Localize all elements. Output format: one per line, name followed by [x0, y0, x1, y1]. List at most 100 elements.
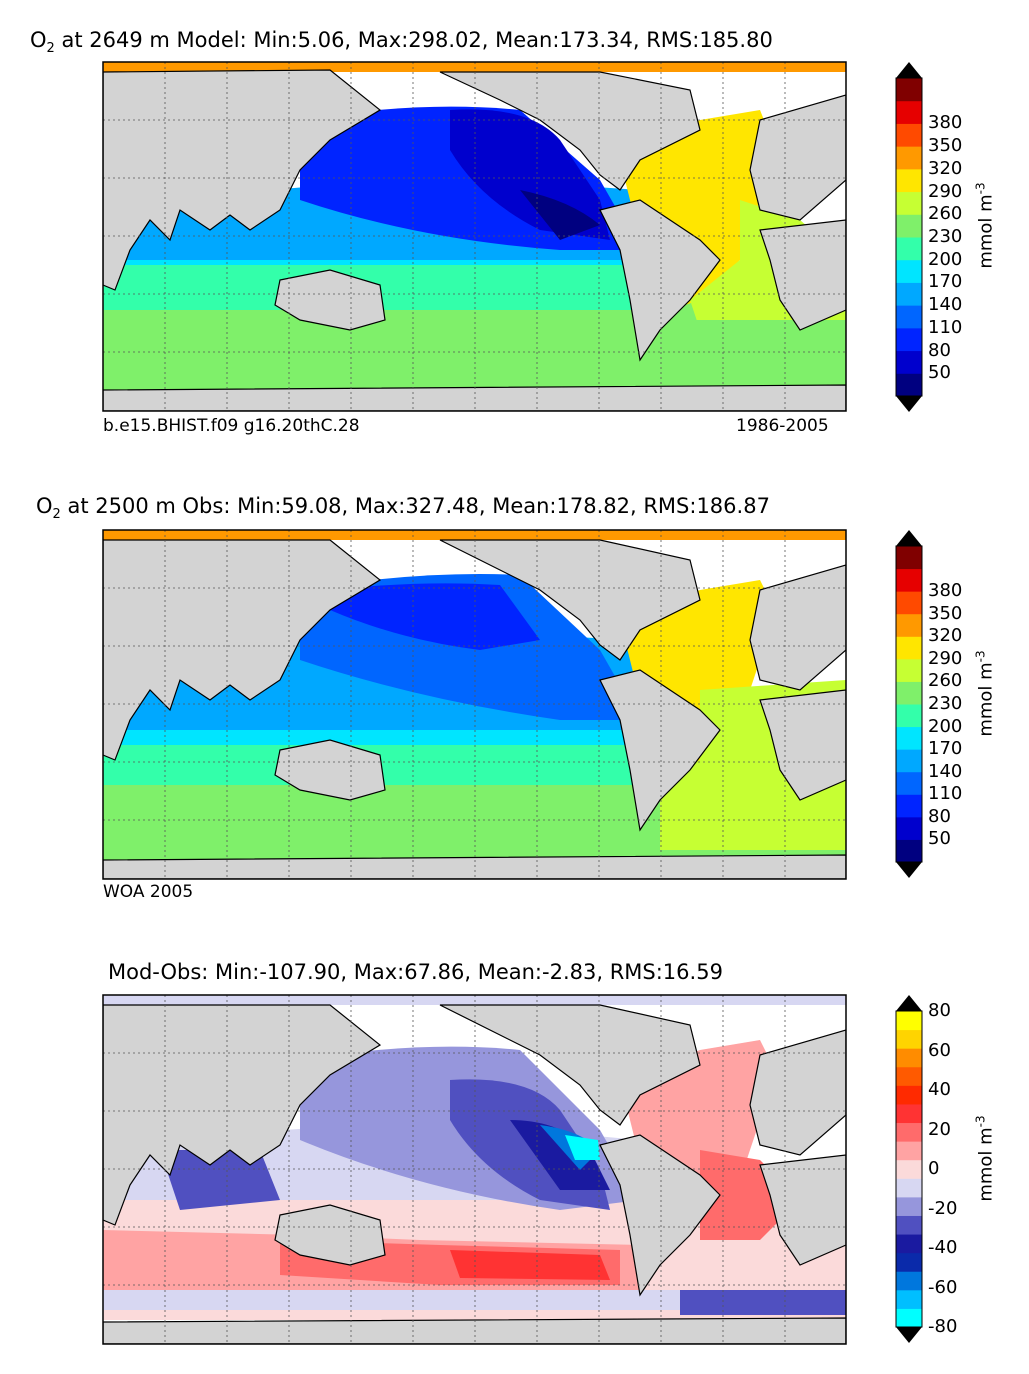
- colorbar-tick-label: 50: [928, 828, 951, 850]
- colorbar-segment: [896, 259, 922, 283]
- colorbar-segment: [896, 681, 922, 705]
- obs-colorbar-label: mmol m-3: [974, 650, 997, 736]
- colorbar-over-arrow: [896, 995, 922, 1011]
- model-title-prefix: O: [30, 28, 47, 52]
- colorbar-tick-label: 50: [928, 362, 951, 384]
- colorbar-over-arrow: [896, 530, 922, 546]
- colorbar-tick-label: 140: [928, 294, 963, 316]
- colorbar-tick-label: 60: [928, 1039, 951, 1061]
- colorbar-segment: [896, 749, 922, 773]
- model-right-caption: 1986-2005: [736, 416, 829, 436]
- diff-colorbar: [895, 995, 923, 1343]
- model-title: O2 at 2649 m Model: Min:5.06, Max:298.02…: [30, 28, 773, 56]
- colorbar-tick-label: 110: [928, 316, 963, 338]
- diff-map: [103, 995, 846, 1344]
- colorbar-segment: [896, 78, 922, 102]
- colorbar-segment: [896, 305, 922, 329]
- colorbar-tick-label: 380: [928, 112, 963, 134]
- diff-colorbar-label-exp: -3: [973, 1114, 988, 1127]
- colorbar-segment: [896, 350, 922, 374]
- colorbar-segment: [896, 591, 922, 615]
- colorbar-segment: [896, 568, 922, 592]
- colorbar-segment: [896, 100, 922, 124]
- colorbar-tick-label: 260: [928, 203, 963, 225]
- colorbar-under-arrow: [896, 396, 922, 412]
- colorbar-segment: [896, 146, 922, 170]
- colorbar-tick-label: 290: [928, 647, 963, 669]
- colorbar-tick-label: 40: [928, 1079, 951, 1100]
- colorbar-segment: [896, 1048, 922, 1068]
- colorbar-tick-label: 0: [928, 1158, 940, 1179]
- colorbar-outline: [895, 545, 923, 863]
- colorbar-segment: [896, 794, 922, 818]
- diff-colorbar-label-text: mmol m: [975, 1126, 997, 1202]
- colorbar-tick-label: 290: [928, 180, 963, 202]
- colorbar-over-arrow: [896, 62, 922, 78]
- model-left-caption: b.e15.BHIST.f09 g16.20thC.28: [103, 416, 360, 436]
- model-colorbar-label-exp: -3: [973, 181, 988, 194]
- diff-title: Mod-Obs: Min:-107.90, Max:67.86, Mean:-2…: [108, 960, 723, 984]
- colorbar-segment: [896, 704, 922, 728]
- obs-map: [103, 530, 846, 879]
- colorbar-segment: [896, 1141, 922, 1161]
- colorbar-tick-label: 320: [928, 625, 963, 647]
- colorbar-tick-label: 320: [928, 157, 963, 179]
- colorbar-under-arrow: [896, 862, 922, 878]
- colorbar-segment: [896, 1159, 922, 1179]
- colorbar-tick-label: 200: [928, 715, 963, 737]
- colorbar-segment: [896, 168, 922, 193]
- colorbar-tick-label: 230: [928, 693, 963, 714]
- colorbar-segment: [896, 1011, 922, 1031]
- colorbar-tick-label: 80: [928, 339, 951, 361]
- colorbar-segment: [896, 1196, 922, 1216]
- colorbar-segment: [896, 1308, 922, 1328]
- obs-title-subscript: 2: [52, 507, 61, 523]
- colorbar-segment: [896, 123, 922, 147]
- colorbar-segment: [896, 1085, 922, 1105]
- colorbar-segment: [896, 636, 922, 660]
- colorbar-segment: [896, 1271, 922, 1291]
- obs-title: O2 at 2500 m Obs: Min:59.08, Max:327.48,…: [36, 494, 770, 522]
- model-map: [103, 62, 846, 411]
- colorbar-segment: [896, 816, 922, 840]
- colorbar-tick-label: -40: [928, 1237, 958, 1258]
- colorbar-tick-label: 80: [928, 1000, 951, 1021]
- obs-title-text: at 2500 m Obs: Min:59.08, Max:327.48, Me…: [67, 494, 770, 518]
- colorbar-segment: [896, 839, 922, 863]
- colorbar-segment: [896, 658, 922, 682]
- colorbar-tick-label: 200: [928, 248, 963, 270]
- colorbar-tick-label: 350: [928, 135, 963, 157]
- model-title-subscript: 2: [46, 41, 55, 57]
- colorbar-segment: [896, 373, 922, 397]
- colorbar-segment: [896, 1066, 922, 1086]
- colorbar-tick-label: 260: [928, 670, 963, 692]
- colorbar-segment: [896, 771, 922, 795]
- obs-colorbar-label-exp: -3: [973, 649, 988, 662]
- colorbar-tick-label: -80: [928, 1316, 958, 1337]
- model-title-text: at 2649 m Model: Min:5.06, Max:298.02, M…: [61, 28, 773, 52]
- colorbar-segment: [896, 1289, 922, 1309]
- colorbar-segment: [896, 1178, 922, 1198]
- colorbar-segment: [896, 1103, 922, 1124]
- colorbar-under-arrow: [896, 1327, 922, 1343]
- colorbar-segment: [896, 191, 922, 215]
- colorbar-segment: [896, 282, 922, 306]
- colorbar-tick-label: 230: [928, 226, 963, 247]
- colorbar-tick-label: 170: [928, 738, 963, 760]
- colorbar-segment: [896, 237, 922, 261]
- colorbar-tick-label: 20: [928, 1118, 951, 1140]
- model-colorbar: [895, 62, 923, 412]
- model-colorbar-label: mmol m-3: [974, 182, 997, 268]
- colorbar-segment: [896, 546, 922, 570]
- colorbar-outline: [895, 1010, 923, 1328]
- colorbar-tick-label: -20: [928, 1197, 958, 1219]
- colorbar-segment: [896, 613, 922, 637]
- colorbar-tick-label: -60: [928, 1276, 958, 1298]
- colorbar-tick-label: 110: [928, 783, 963, 805]
- colorbar-outline: [895, 77, 923, 397]
- colorbar-segment: [896, 1122, 922, 1142]
- colorbar-tick-label: 380: [928, 580, 963, 602]
- model-colorbar-label-text: mmol m: [975, 193, 997, 269]
- diff-title-text: Mod-Obs: Min:-107.90, Max:67.86, Mean:-2…: [108, 960, 723, 984]
